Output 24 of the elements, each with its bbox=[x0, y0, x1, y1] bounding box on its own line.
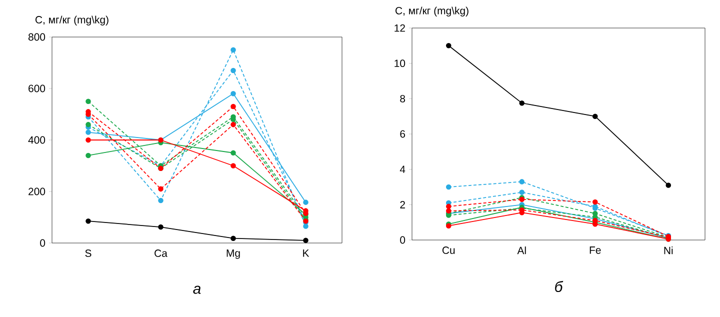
y-tick-label: 6 bbox=[400, 130, 406, 138]
x-tick-label: Ca bbox=[154, 250, 168, 257]
y-tick-label: 0 bbox=[40, 239, 46, 247]
y-tick-label: 200 bbox=[28, 188, 46, 196]
y-tick-label: 400 bbox=[28, 136, 46, 144]
y-tick-label: 2 bbox=[400, 201, 405, 208]
x-tick-label: Cu bbox=[442, 246, 455, 254]
x-tick-label: K bbox=[303, 250, 310, 257]
y-tick-label: 12 bbox=[394, 24, 405, 32]
y-axis-title: C, мг/кг (mg\kg) bbox=[36, 16, 108, 26]
y-tick-label: 800 bbox=[28, 33, 46, 41]
y-axis-title: C, мг/кг (mg\kg) bbox=[396, 6, 468, 16]
x-axis-title: б bbox=[555, 280, 564, 292]
x-tick-label: Mg bbox=[226, 250, 240, 259]
x-tick-label: S bbox=[85, 250, 92, 257]
x-axis-title: а bbox=[193, 286, 201, 294]
x-tick-label: Al bbox=[517, 246, 526, 254]
x-tick-label: Fe bbox=[590, 246, 601, 254]
y-tick-label: 8 bbox=[400, 94, 406, 102]
y-tick-label: 600 bbox=[28, 84, 46, 92]
y-tick-label: 10 bbox=[394, 60, 406, 68]
y-tick-label: 4 bbox=[400, 166, 406, 173]
y-tick-label: 0 bbox=[400, 236, 406, 244]
x-tick-label: Ni bbox=[664, 246, 673, 254]
